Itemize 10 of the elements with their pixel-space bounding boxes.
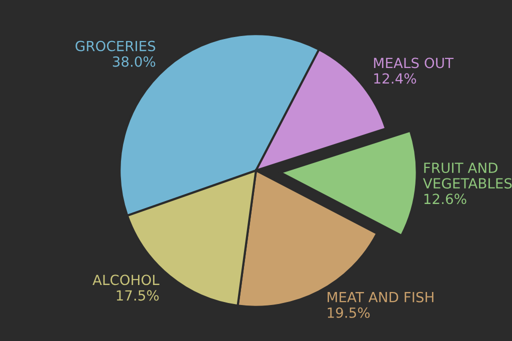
data-label: 12.4% [374, 73, 416, 84]
data-label: 17.5% [116, 290, 159, 301]
slice-label: MEALS OUT [374, 58, 454, 68]
data-label: 12.6% [424, 194, 466, 204]
slice-label: GROCERIES [76, 40, 156, 52]
data-label: 19.5% [328, 307, 370, 318]
slice-label: FRUIT AND VEGETABLES [423, 162, 512, 189]
slice-label: ALCOHOL [92, 274, 160, 286]
data-label: 38.0% [112, 56, 156, 67]
slice-label: MEAT AND FISH [328, 292, 434, 302]
